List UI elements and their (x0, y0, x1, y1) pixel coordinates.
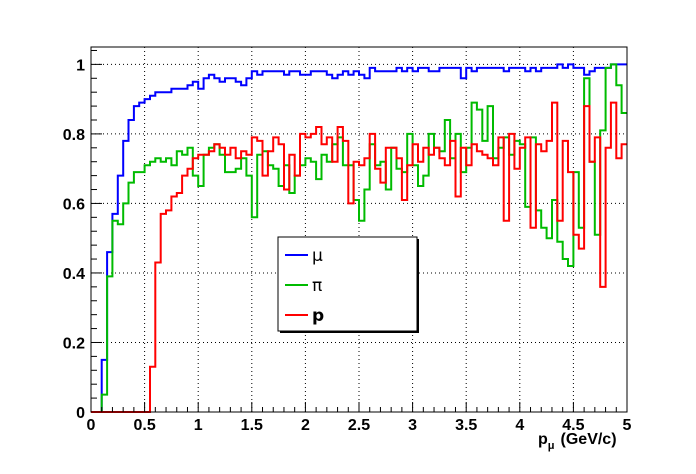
x-axis-label: pμ (GeV/c) (538, 431, 617, 452)
x-tick-label: 5 (623, 417, 632, 434)
y-tick-label: 1 (76, 57, 85, 74)
series-layer (91, 63, 627, 413)
x-tick-label: 2.5 (348, 417, 370, 434)
axis-ticks (90, 49, 628, 413)
series-line (91, 63, 627, 413)
x-tick-label: 1 (194, 417, 203, 434)
y-tick-label: 0.6 (63, 196, 85, 213)
tick-labels: 0 0.5 1 1.5 2 2.5 3 3.5 4 4.5 5 0 0.2 0.4 0.6 0.8 1 (63, 57, 632, 434)
y-tick-label: 0.4 (63, 266, 85, 283)
y-tick-label: 0.2 (63, 335, 85, 352)
y-tick-label: 0 (76, 405, 85, 422)
legend-label: p (312, 306, 324, 326)
legend-label: μ (312, 246, 323, 266)
legend-label: π (312, 276, 322, 296)
x-tick-label: 0 (87, 417, 96, 434)
y-tick-label: 0.8 (63, 127, 85, 144)
x-tick-label: 3.5 (455, 417, 477, 434)
x-tick-label: 1.5 (241, 417, 263, 434)
series-line (91, 101, 627, 413)
x-tick-label: 4.5 (562, 417, 584, 434)
legend: μπp (277, 236, 419, 333)
x-tick-label: 0.5 (133, 417, 155, 434)
x-tick-label: 4 (515, 417, 524, 434)
x-axis-label-sub: μ (548, 440, 555, 452)
x-axis-label-main: p (538, 431, 548, 448)
x-tick-label: 2 (301, 417, 310, 434)
x-tick-label: 3 (408, 417, 417, 434)
x-axis-label-unit: (GeV/c) (561, 431, 617, 448)
series-line (91, 63, 627, 413)
